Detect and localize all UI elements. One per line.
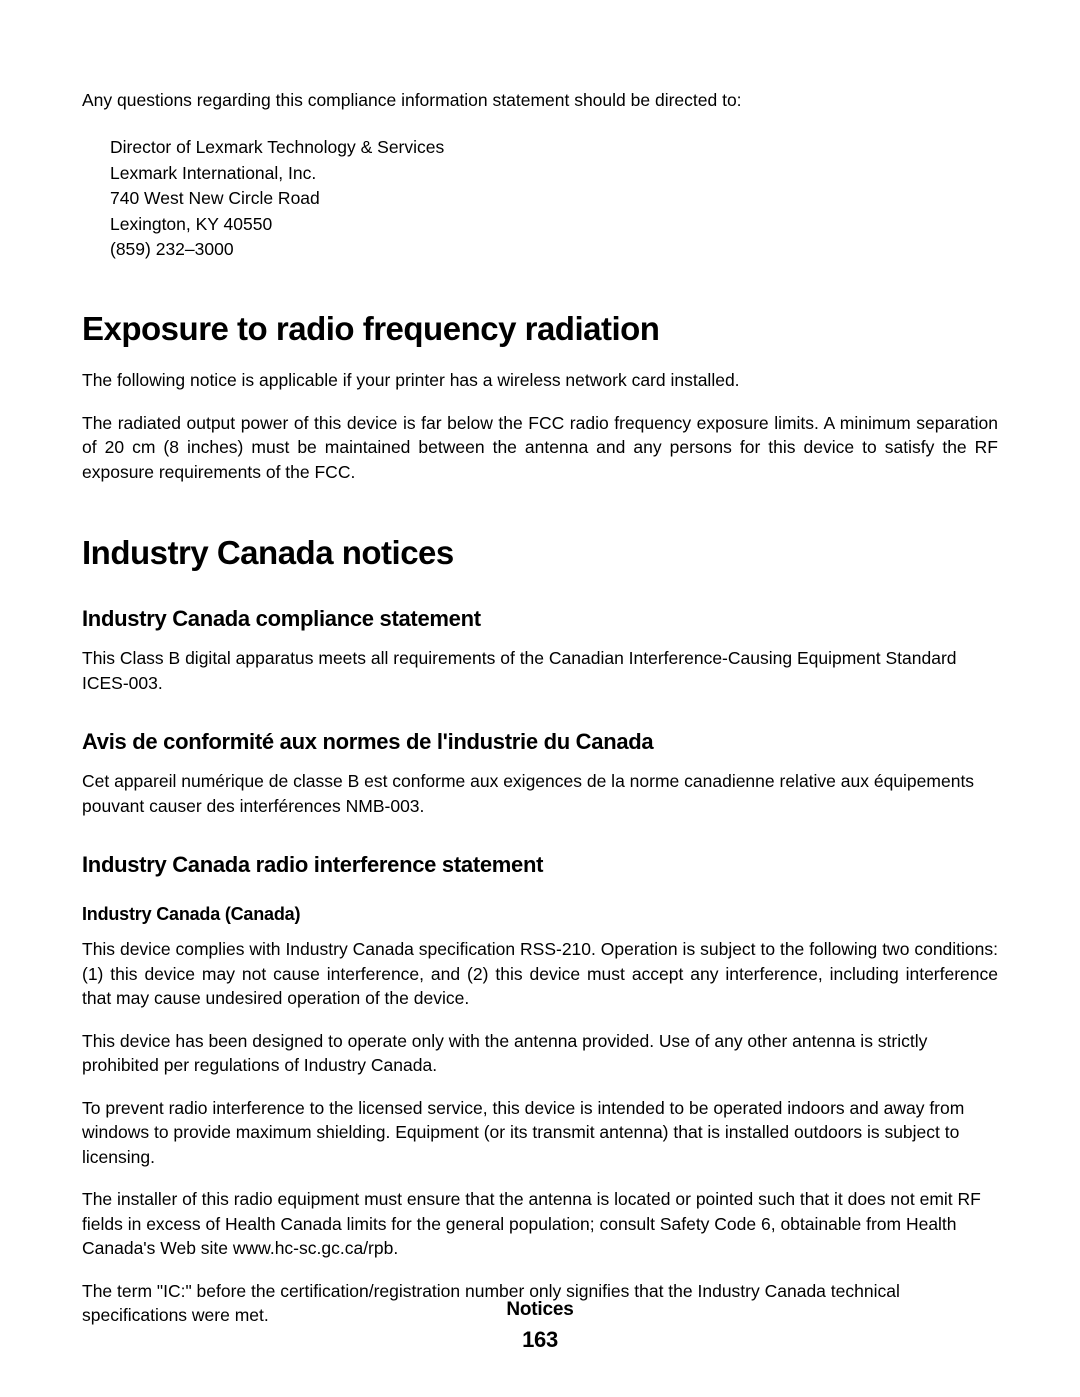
body-paragraph: This device complies with Industry Canad… xyxy=(82,937,998,1011)
subheading-avis: Avis de conformité aux normes de l'indus… xyxy=(82,729,998,755)
subsubheading-ic-canada: Industry Canada (Canada) xyxy=(82,904,998,925)
body-paragraph: Cet appareil numérique de classe B est c… xyxy=(82,769,998,818)
body-paragraph: This Class B digital apparatus meets all… xyxy=(82,646,998,695)
address-line: Director of Lexmark Technology & Service… xyxy=(110,135,998,160)
heading-exposure: Exposure to radio frequency radiation xyxy=(82,310,998,348)
footer-page-number: 163 xyxy=(0,1327,1080,1353)
body-paragraph: The radiated output power of this device… xyxy=(82,411,998,485)
body-paragraph: The installer of this radio equipment mu… xyxy=(82,1187,998,1261)
body-paragraph: This device has been designed to operate… xyxy=(82,1029,998,1078)
page-footer: Notices 163 xyxy=(0,1299,1080,1353)
address-block: Director of Lexmark Technology & Service… xyxy=(82,135,998,262)
body-paragraph: The following notice is applicable if yo… xyxy=(82,368,998,393)
heading-industry-canada: Industry Canada notices xyxy=(82,534,998,572)
body-paragraph: To prevent radio interference to the lic… xyxy=(82,1096,998,1170)
address-line: Lexmark International, Inc. xyxy=(110,161,998,186)
address-line: Lexington, KY 40550 xyxy=(110,212,998,237)
subheading-radio-interference: Industry Canada radio interference state… xyxy=(82,852,998,878)
address-line: (859) 232–3000 xyxy=(110,237,998,262)
address-line: 740 West New Circle Road xyxy=(110,186,998,211)
footer-section-label: Notices xyxy=(0,1299,1080,1321)
intro-paragraph: Any questions regarding this compliance … xyxy=(82,88,998,113)
subheading-compliance: Industry Canada compliance statement xyxy=(82,606,998,632)
page-content: Any questions regarding this compliance … xyxy=(0,0,1080,1328)
